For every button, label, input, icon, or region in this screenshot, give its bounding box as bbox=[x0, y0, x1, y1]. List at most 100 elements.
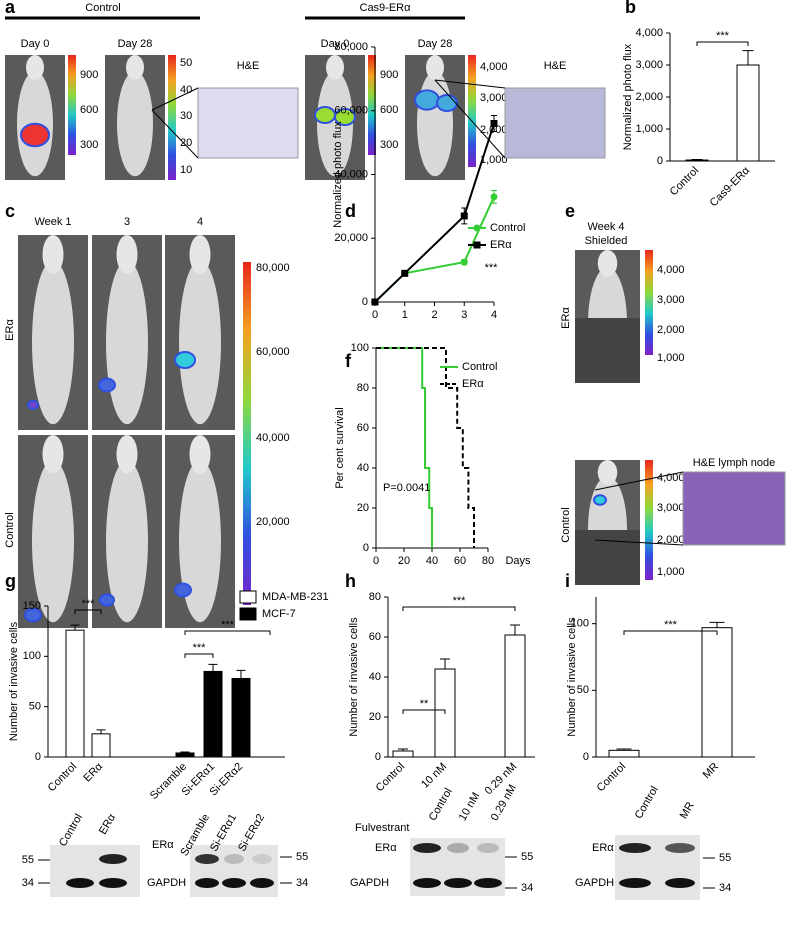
mw-marker: 34 bbox=[22, 877, 34, 889]
blot-band bbox=[474, 878, 502, 888]
y-tick-label: 60 bbox=[369, 631, 381, 643]
error-bar bbox=[398, 748, 408, 751]
panel-label: g bbox=[5, 571, 16, 591]
y-tick-label: 4,000 bbox=[635, 27, 663, 39]
shield bbox=[575, 318, 640, 383]
y-tick-label: 80 bbox=[357, 382, 369, 394]
y-tick-label: 50 bbox=[29, 701, 41, 713]
colorbar-tick-label: 2,000 bbox=[657, 324, 685, 336]
colorbar-tick-label: 1,000 bbox=[657, 566, 685, 578]
colorbar-tick-label: 30 bbox=[180, 110, 192, 122]
mouse-head bbox=[326, 55, 344, 80]
colorbar bbox=[645, 250, 653, 355]
signal bbox=[27, 400, 39, 410]
bar bbox=[175, 752, 195, 758]
blot-band bbox=[99, 854, 127, 864]
bar bbox=[203, 670, 223, 758]
bar bbox=[65, 629, 85, 758]
annotation: *** bbox=[193, 642, 207, 654]
annotation: P=0.0041 bbox=[383, 482, 430, 494]
panel-label: c bbox=[5, 201, 15, 221]
y-axis-label: Per cent survival bbox=[334, 407, 346, 488]
lane-label: MR bbox=[678, 800, 697, 821]
mw-marker: 34 bbox=[296, 877, 308, 889]
marker bbox=[490, 120, 498, 127]
mouse-body bbox=[117, 71, 153, 177]
day-label: Day 0 bbox=[321, 38, 350, 50]
colorbar-tick-label: 4,000 bbox=[657, 264, 685, 276]
y-tick-label: 100 bbox=[23, 650, 41, 662]
blot-band bbox=[222, 878, 246, 888]
mouse-head bbox=[597, 249, 618, 277]
blot-band bbox=[619, 878, 651, 888]
significance-bracket bbox=[184, 653, 214, 658]
blot-band bbox=[665, 843, 695, 853]
x-tick-label: Control bbox=[374, 761, 408, 795]
colorbar-tick-label: 900 bbox=[380, 69, 398, 81]
mouse-head bbox=[116, 435, 138, 474]
colorbar-tick-label: 10 bbox=[180, 164, 192, 176]
y-tick-label: 0 bbox=[362, 296, 368, 308]
band-label: GAPDH bbox=[147, 877, 186, 889]
y-axis-label: Normalized photo flux bbox=[622, 43, 634, 150]
colorbar bbox=[243, 262, 251, 605]
histology-image bbox=[682, 471, 786, 546]
colorbar-tick-label: 900 bbox=[80, 69, 98, 81]
week-label: Week 1 bbox=[34, 216, 71, 228]
mouse-head bbox=[42, 435, 64, 474]
error-bar bbox=[70, 624, 80, 631]
x-tick-label: Control bbox=[668, 165, 702, 199]
panel-label: d bbox=[345, 201, 356, 221]
colorbar-tick-label: 1,000 bbox=[657, 352, 685, 364]
significance-bracket bbox=[184, 630, 271, 635]
signal bbox=[24, 607, 42, 623]
y-axis-label: Number of invasive cells bbox=[566, 617, 578, 737]
lane-label: 10 nM bbox=[457, 790, 483, 822]
colorbar-tick-label: 1,000 bbox=[480, 154, 508, 166]
signal bbox=[314, 106, 336, 124]
mw-marker: 55 bbox=[719, 852, 731, 864]
signal bbox=[436, 94, 458, 112]
blot-band bbox=[444, 878, 472, 888]
blot-band bbox=[413, 878, 441, 888]
colorbar-tick-label: 600 bbox=[380, 104, 398, 116]
blot-band bbox=[66, 878, 94, 888]
signal bbox=[174, 582, 192, 598]
week-label: 4 bbox=[197, 216, 203, 228]
marker bbox=[490, 193, 498, 201]
mw-marker: 55 bbox=[296, 851, 308, 863]
legend-label: Control bbox=[490, 222, 525, 234]
lane-label: Control bbox=[427, 786, 455, 823]
signal bbox=[334, 108, 356, 126]
legend-swatch bbox=[239, 590, 257, 604]
x-tick-label: MR bbox=[701, 761, 722, 782]
marker bbox=[401, 269, 409, 277]
y-tick-label: 20 bbox=[357, 502, 369, 514]
bar bbox=[392, 750, 414, 758]
colorbar bbox=[468, 55, 476, 167]
x-tick-label: 3 bbox=[461, 309, 467, 321]
mouse-head bbox=[189, 235, 211, 274]
y-tick-label: 40 bbox=[369, 671, 381, 683]
mouse-body bbox=[106, 260, 148, 425]
y-tick-label: 20 bbox=[369, 711, 381, 723]
blot-band bbox=[99, 878, 127, 888]
day-label: Day 0 bbox=[21, 38, 50, 50]
band-label: GAPDH bbox=[575, 877, 614, 889]
series-line bbox=[374, 123, 495, 303]
panel-label: e bbox=[565, 201, 575, 221]
blot-band bbox=[224, 854, 244, 864]
error-bar bbox=[208, 663, 218, 672]
y-tick-label: 1,000 bbox=[635, 123, 663, 135]
x-tick-label: 20 bbox=[398, 555, 410, 567]
band-label: ERα bbox=[375, 842, 397, 854]
group-label: Cas9-ERα bbox=[360, 2, 412, 14]
y-tick-label: 80,000 bbox=[334, 41, 368, 53]
colorbar-tick-label: 4,000 bbox=[657, 472, 685, 484]
significance-bracket bbox=[696, 41, 749, 46]
series-line bbox=[376, 347, 433, 548]
series-line bbox=[374, 196, 495, 303]
y-tick-label: 60 bbox=[357, 422, 369, 434]
row-label: Control bbox=[4, 512, 16, 547]
